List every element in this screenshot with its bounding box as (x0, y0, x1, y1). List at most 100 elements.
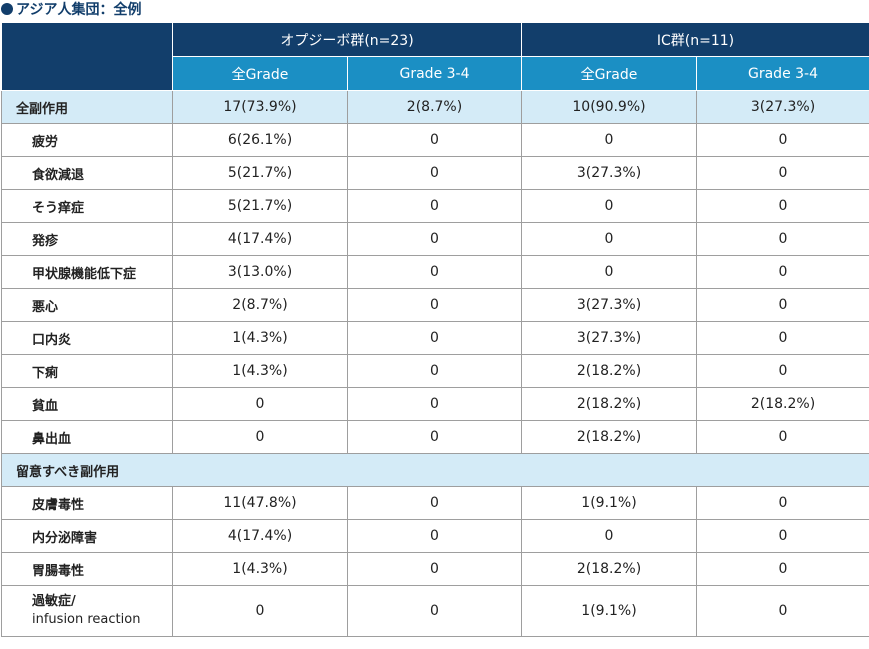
page-title: アジア人集団：全例 (0, 0, 869, 22)
value-cell: 0 (696, 189, 869, 223)
row-label: 発疹 (1, 222, 173, 256)
table-row: 胃腸毒性 1(4.3%) 0 2(18.2%) 0 (1, 552, 869, 586)
value-cell: 4(17.4%) (172, 222, 348, 256)
value-cell: 0 (696, 519, 869, 553)
value-cell: 0 (696, 123, 869, 157)
table-row: 甲状腺機能低下症 3(13.0%) 0 0 0 (1, 255, 869, 289)
value-cell: 0 (521, 123, 697, 157)
group-header-ic: IC群(n=11) (521, 22, 869, 57)
row-label: 皮膚毒性 (1, 486, 173, 520)
value-cell: 0 (521, 519, 697, 553)
value-cell: 0 (521, 189, 697, 223)
row-label-line2: infusion reaction (32, 612, 141, 627)
header-corner (1, 22, 173, 91)
section-row: 全副作用 17(73.9%) 2(8.7%) 10(90.9%) 3(27.3%… (1, 90, 869, 124)
value-cell: 0 (347, 387, 522, 421)
row-label: 疲労 (1, 123, 173, 157)
value-cell: 2(8.7%) (347, 90, 522, 124)
table-row: 口内炎 1(4.3%) 0 3(27.3%) 0 (1, 321, 869, 355)
value-cell: 0 (696, 354, 869, 388)
value-cell: 0 (347, 585, 522, 637)
empty-cell (347, 453, 522, 487)
empty-cell (172, 453, 348, 487)
value-cell: 0 (172, 585, 348, 637)
value-cell: 0 (696, 420, 869, 454)
table-row: 下痢 1(4.3%) 0 2(18.2%) 0 (1, 354, 869, 388)
row-label: 悪心 (1, 288, 173, 322)
value-cell: 0 (696, 156, 869, 190)
section-label: 留意すべき副作用 (1, 453, 173, 487)
value-cell: 0 (347, 519, 522, 553)
value-cell: 0 (347, 552, 522, 586)
value-cell: 0 (696, 552, 869, 586)
value-cell: 11(47.8%) (172, 486, 348, 520)
row-label: 口内炎 (1, 321, 173, 355)
bullet-icon (1, 3, 13, 15)
value-cell: 3(27.3%) (521, 156, 697, 190)
row-label: 鼻出血 (1, 420, 173, 454)
table-row: 発疹 4(17.4%) 0 0 0 (1, 222, 869, 256)
value-cell: 0 (521, 222, 697, 256)
value-cell: 1(4.3%) (172, 354, 348, 388)
row-label: 胃腸毒性 (1, 552, 173, 586)
row-label: 貧血 (1, 387, 173, 421)
table-row: 貧血 0 0 2(18.2%) 2(18.2%) (1, 387, 869, 421)
value-cell: 2(18.2%) (696, 387, 869, 421)
value-cell: 2(18.2%) (521, 387, 697, 421)
section-label: 全副作用 (1, 90, 173, 124)
value-cell: 0 (696, 486, 869, 520)
value-cell: 3(27.3%) (696, 90, 869, 124)
value-cell: 0 (347, 321, 522, 355)
table-row: 疲労 6(26.1%) 0 0 0 (1, 123, 869, 157)
value-cell: 10(90.9%) (521, 90, 697, 124)
table-row: 内分泌障害 4(17.4%) 0 0 0 (1, 519, 869, 553)
value-cell: 0 (696, 255, 869, 289)
section-row: 留意すべき副作用 (1, 453, 869, 487)
value-cell: 17(73.9%) (172, 90, 348, 124)
subheader-cell: 全Grade (521, 56, 697, 91)
value-cell: 0 (347, 189, 522, 223)
value-cell: 0 (521, 255, 697, 289)
value-cell: 0 (347, 123, 522, 157)
value-cell: 0 (347, 354, 522, 388)
value-cell: 6(26.1%) (172, 123, 348, 157)
value-cell: 0 (347, 486, 522, 520)
table-row: 鼻出血 0 0 2(18.2%) 0 (1, 420, 869, 454)
value-cell: 0 (172, 387, 348, 421)
page-title-text: アジア人集団：全例 (16, 2, 142, 18)
table-row: 過敏症/infusion reaction 0 0 1(9.1%) 0 (1, 585, 869, 637)
value-cell: 0 (696, 321, 869, 355)
value-cell: 1(9.1%) (521, 585, 697, 637)
subheader-cell: Grade 3-4 (696, 56, 869, 91)
adverse-events-table: オプジーボ群(n=23) IC群(n=11) 全Grade Grade 3-4 … (1, 22, 869, 637)
value-cell: 5(21.7%) (172, 156, 348, 190)
row-label: 過敏症/infusion reaction (1, 585, 173, 637)
value-cell: 0 (696, 222, 869, 256)
value-cell: 4(17.4%) (172, 519, 348, 553)
row-label: そう痒症 (1, 189, 173, 223)
row-label-line1: 過敏症/ (32, 594, 76, 609)
value-cell: 0 (696, 585, 869, 637)
empty-cell (696, 453, 869, 487)
value-cell: 2(18.2%) (521, 552, 697, 586)
value-cell: 0 (347, 288, 522, 322)
value-cell: 3(27.3%) (521, 288, 697, 322)
table-row: 悪心 2(8.7%) 0 3(27.3%) 0 (1, 288, 869, 322)
value-cell: 0 (172, 420, 348, 454)
row-label: 甲状腺機能低下症 (1, 255, 173, 289)
row-label: 下痢 (1, 354, 173, 388)
value-cell: 2(8.7%) (172, 288, 348, 322)
empty-cell (521, 453, 697, 487)
table-row: 食欲減退 5(21.7%) 0 3(27.3%) 0 (1, 156, 869, 190)
value-cell: 0 (696, 288, 869, 322)
value-cell: 5(21.7%) (172, 189, 348, 223)
value-cell: 2(18.2%) (521, 354, 697, 388)
value-cell: 1(4.3%) (172, 321, 348, 355)
value-cell: 1(4.3%) (172, 552, 348, 586)
value-cell: 3(13.0%) (172, 255, 348, 289)
value-cell: 3(27.3%) (521, 321, 697, 355)
table-row: 皮膚毒性 11(47.8%) 0 1(9.1%) 0 (1, 486, 869, 520)
group-header-opdivo: オプジーボ群(n=23) (172, 22, 522, 57)
subheader-cell: Grade 3-4 (347, 56, 522, 91)
row-label: 内分泌障害 (1, 519, 173, 553)
